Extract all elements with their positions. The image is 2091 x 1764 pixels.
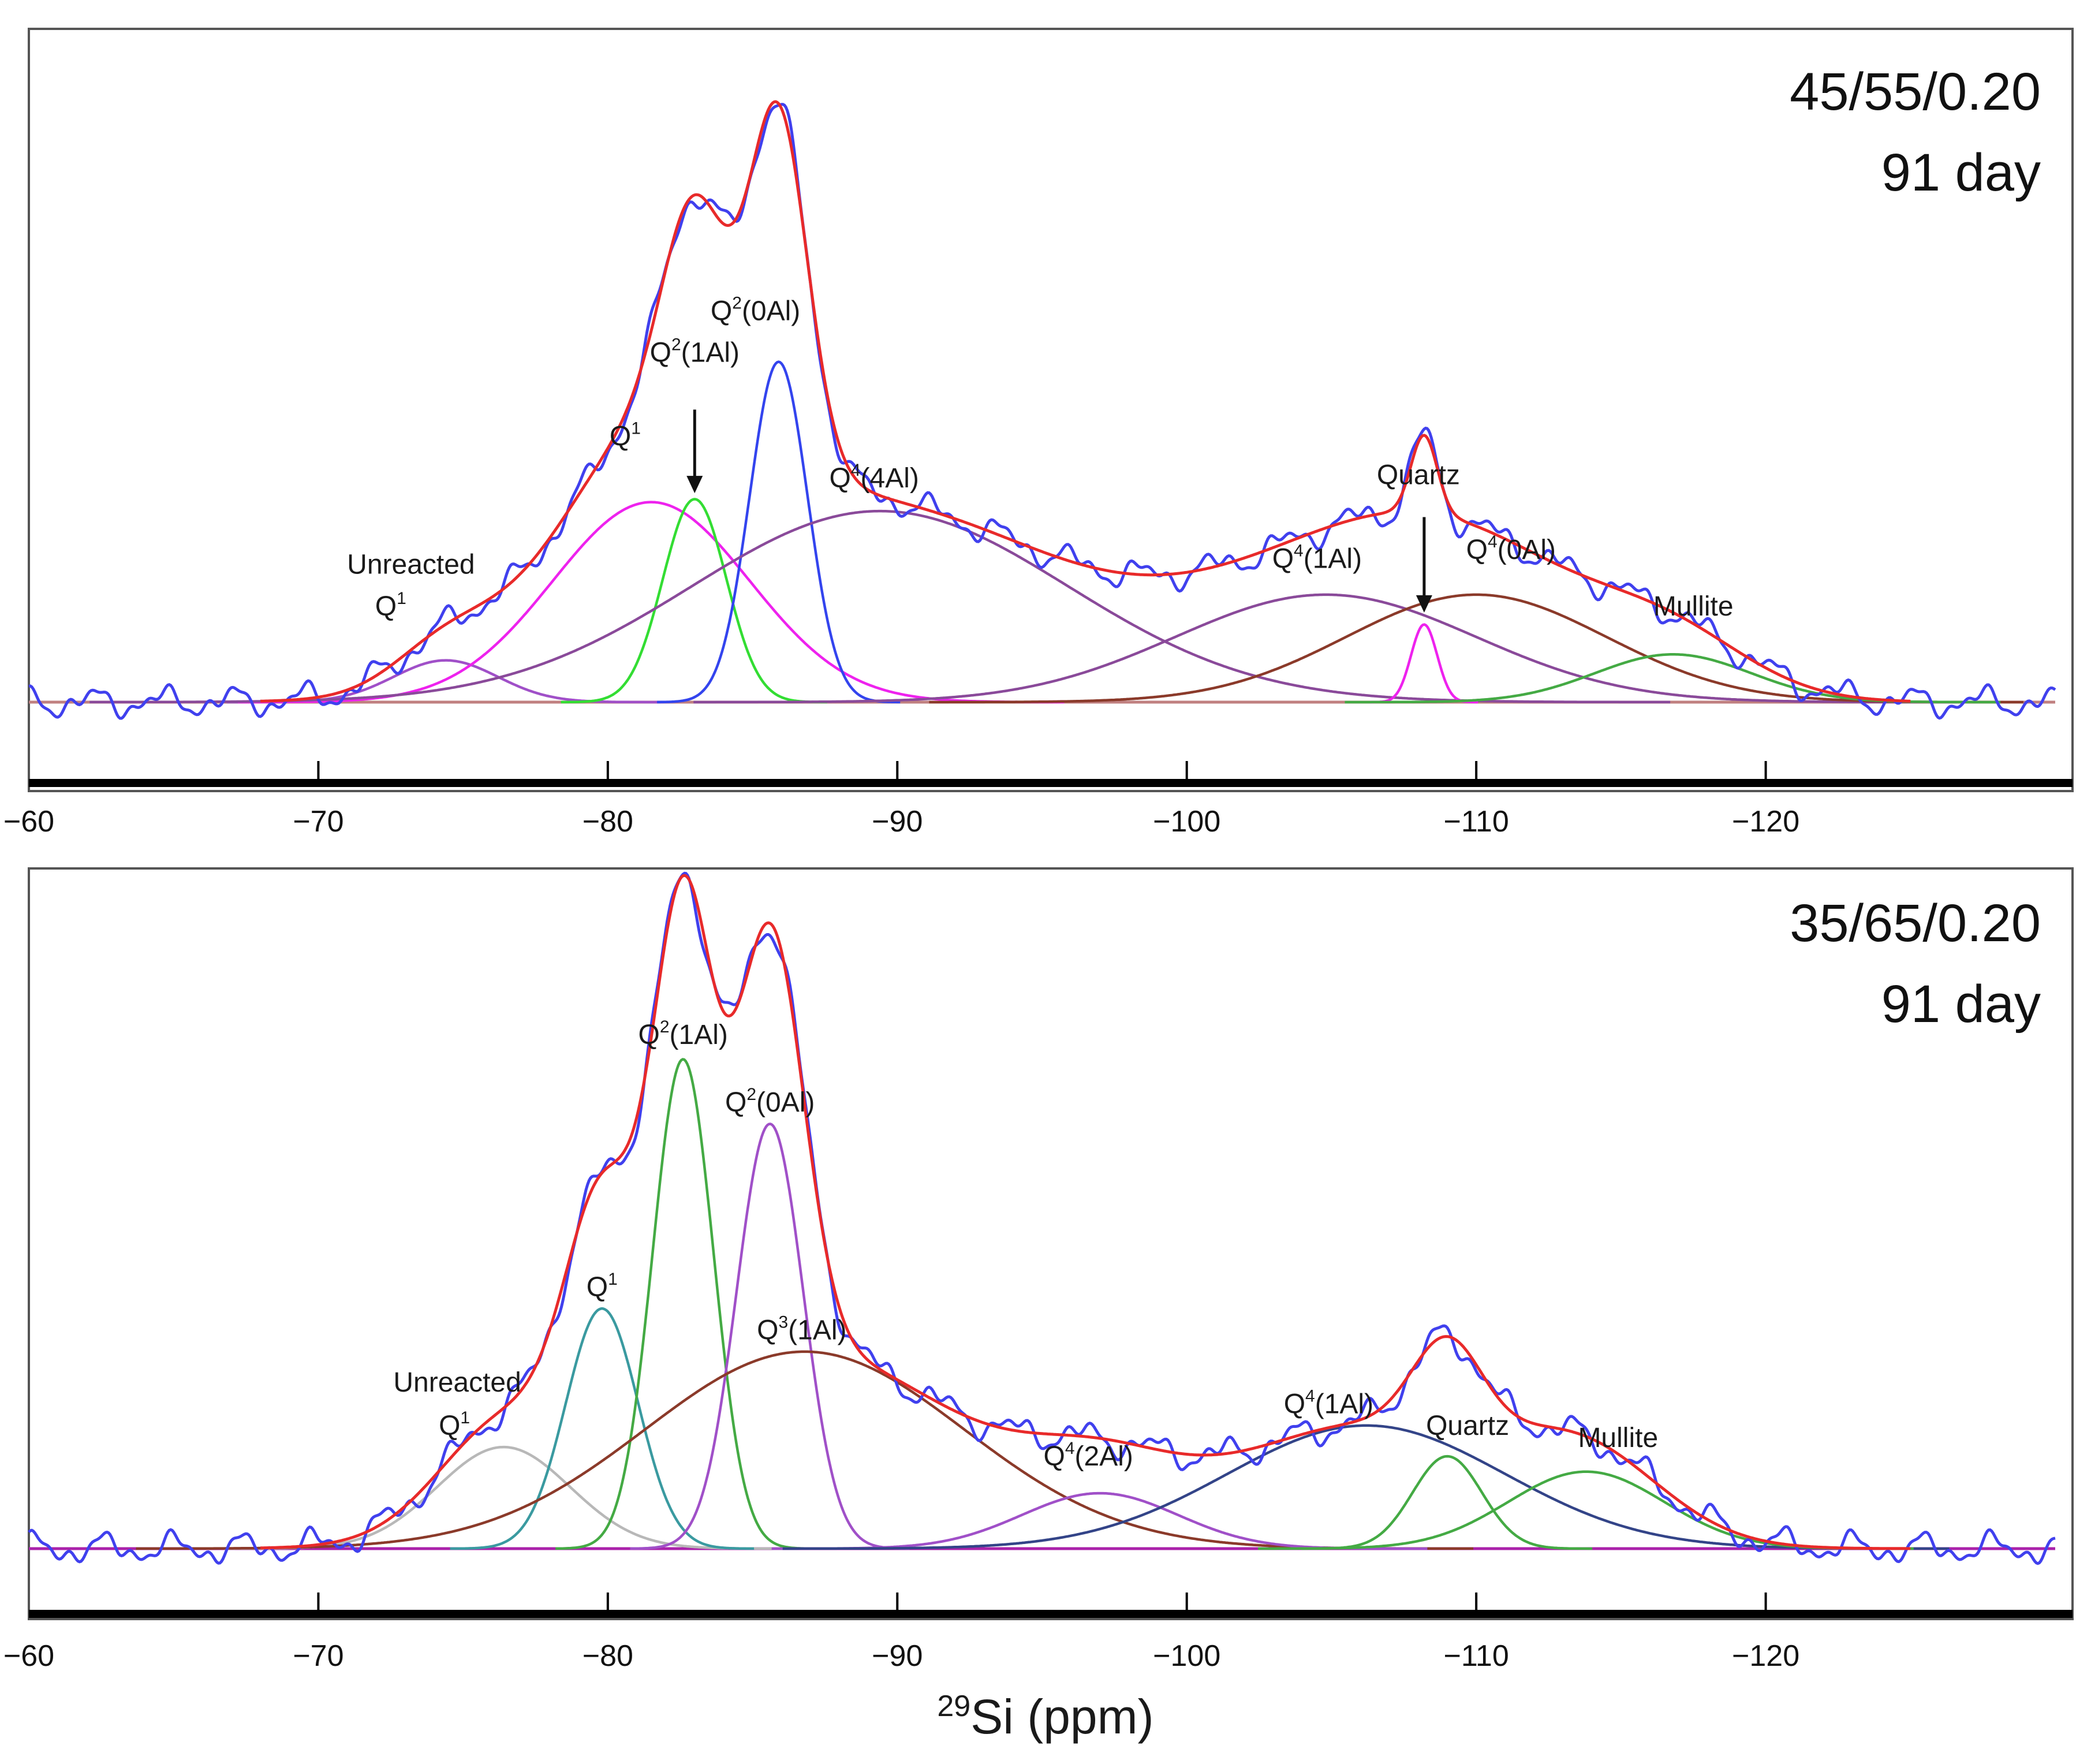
fitted-spectrum <box>260 874 1911 1550</box>
component-curve-1 <box>238 501 1065 704</box>
arrow-head-0 <box>686 476 703 494</box>
component-curve-5 <box>771 1491 1428 1550</box>
peak-label-2: Q1 <box>610 419 641 452</box>
x-tick-label-5: −110 <box>1444 1639 1509 1673</box>
component-curve-3 <box>630 1122 910 1550</box>
peak-label-6: Q4(2Al) <box>1044 1439 1133 1472</box>
peak-label-3: Q2(1Al) <box>650 335 740 368</box>
plot-frame <box>28 28 2074 792</box>
plot-frame <box>28 867 2074 1620</box>
x-tick-label-3: −90 <box>872 805 923 838</box>
x-axis-label: 29Si (ppm) <box>937 1690 1153 1744</box>
component-curve-1 <box>450 1307 755 1550</box>
peak-label-4: Q2(0Al) <box>725 1085 815 1118</box>
peak-label-8: Q4(0Al) <box>1466 532 1556 565</box>
peak-label-1: Q1 <box>375 589 406 622</box>
x-tick-label-0: −60 <box>3 1639 54 1673</box>
x-tick-label-2: −80 <box>583 1639 633 1673</box>
panel-bottom: Unreacted Q1 Q1 Q2(1Al) Q2(0Al) Q3(1Al) Q4(2Al… <box>3 867 2074 1673</box>
component-curve-6 <box>782 1424 1950 1550</box>
peak-label-2: Q1 <box>587 1270 618 1303</box>
x-tick-label-3: −90 <box>872 1639 923 1673</box>
x-axis-label-text: Si (ppm) <box>970 1690 1153 1744</box>
component-curve-6 <box>929 593 2023 704</box>
component-curve-4 <box>89 509 1671 704</box>
component-curve-7 <box>1301 1455 1593 1550</box>
experimental-spectrum <box>28 103 2056 720</box>
x-tick-label-0: −60 <box>3 805 54 838</box>
component-curve-4 <box>136 1350 1474 1550</box>
peak-label-5: Q3(1Al) <box>757 1313 846 1346</box>
component-curve-3 <box>657 360 901 704</box>
sample-title: 45/55/0.20 <box>1790 62 2041 121</box>
peak-label-6: Quartz <box>1377 460 1460 491</box>
peak-label-0: Unreacted <box>393 1367 521 1398</box>
component-curve-2 <box>561 498 827 704</box>
component-curve-0 <box>224 1445 783 1550</box>
component-curve-7 <box>1369 623 1478 704</box>
x-tick-label-1: −70 <box>293 805 343 838</box>
x-tick-label-4: −100 <box>1153 1639 1220 1673</box>
peak-label-3: Q2(1Al) <box>638 1017 728 1050</box>
peak-label-7: Q4(1Al) <box>1284 1387 1373 1420</box>
peak-label-4: Q2(0Al) <box>711 293 800 326</box>
x-tick-label-5: −110 <box>1444 805 1509 838</box>
component-curve-8 <box>1258 1470 1914 1550</box>
arrow-head-1 <box>1416 595 1432 613</box>
peak-label-8: Quartz <box>1426 1411 1509 1441</box>
x-tick-label-6: −120 <box>1732 1639 1799 1673</box>
sample-title: 35/65/0.20 <box>1790 894 2041 953</box>
peak-label-1: Q1 <box>439 1408 470 1441</box>
sample-age: 91 day <box>1881 143 2041 202</box>
x-tick-label-2: −80 <box>583 805 633 838</box>
component-curve-5 <box>693 593 1957 704</box>
peak-label-9: Mullite <box>1653 591 1734 622</box>
x-tick-label-4: −100 <box>1153 805 1220 838</box>
x-tick-label-1: −70 <box>293 1639 343 1673</box>
peak-label-7: Q4(1Al) <box>1272 541 1362 574</box>
sample-age: 91 day <box>1881 975 2041 1034</box>
component-curve-2 <box>555 1058 811 1550</box>
peak-label-9: Mullite <box>1578 1423 1658 1453</box>
x-axis-label-superscript: 29 <box>937 1690 970 1723</box>
peak-label-0: Unreacted <box>347 550 475 580</box>
peak-label-5: Q4(4Al) <box>830 461 919 494</box>
fitted-spectrum <box>260 100 1911 703</box>
x-tick-label-6: −120 <box>1732 805 1799 838</box>
panel-top: Unreacted Q1 Q1 Q2(1Al) Q2(0Al) Q4(4Al) Quartz… <box>3 28 2074 838</box>
experimental-spectrum <box>28 871 2056 1565</box>
